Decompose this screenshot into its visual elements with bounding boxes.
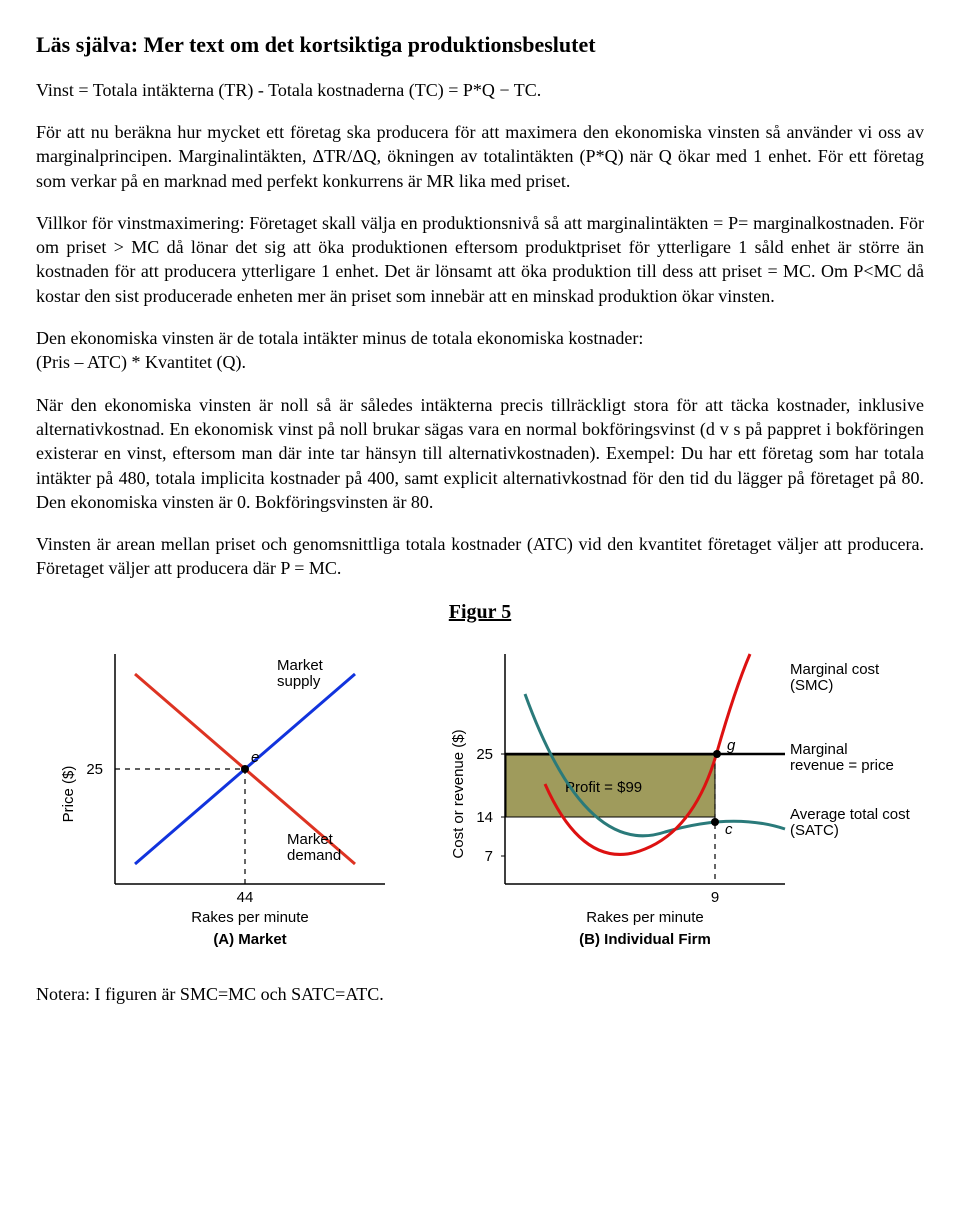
- figure-title: Figur 5: [36, 599, 924, 626]
- paragraph-condition: Villkor för vinstmaximering: Företaget s…: [36, 211, 924, 308]
- chartA-title: (A) Market: [213, 931, 286, 948]
- figure-footnote: Notera: I figuren är SMC=MC och SATC=ATC…: [36, 982, 924, 1006]
- chartB-c-label: c: [725, 821, 733, 838]
- chartA-y-tick: 25: [86, 761, 103, 778]
- chartB-mr-label: Marginal revenue = price: [790, 741, 894, 774]
- paragraph-zero-profit: När den ekonomiska vinsten är noll så är…: [36, 393, 924, 514]
- chartA-demand-label: Market demand: [287, 831, 341, 864]
- paragraph-equation: Vinst = Totala intäkterna (TR) - Totala …: [36, 78, 924, 102]
- figure-row: Price ($) Market supply Market demand e …: [36, 634, 924, 954]
- chartB-x-label: Rakes per minute: [586, 909, 704, 926]
- paragraph-mr: För att nu beräkna hur mycket ett företa…: [36, 120, 924, 193]
- chart-market: Price ($) Market supply Market demand e …: [45, 634, 425, 954]
- chartA-supply-label: Market supply: [277, 657, 327, 690]
- chartB-y-label: Cost or revenue ($): [450, 729, 467, 858]
- chartB-g-label: g: [727, 737, 736, 754]
- chart-firm: Cost or revenue ($) Profit = $99 g c 25 …: [435, 634, 915, 954]
- chartB-ytick-25: 25: [476, 746, 493, 763]
- chartA-x-label: Rakes per minute: [191, 909, 309, 926]
- paragraph-area: Vinsten är arean mellan priset och genom…: [36, 532, 924, 581]
- chartB-ytick-7: 7: [485, 848, 493, 865]
- chartB-atc-label: Average total cost (SATC): [790, 806, 914, 839]
- profit-def-line2: (Pris – ATC) * Kvantitet (Q).: [36, 352, 246, 372]
- page-heading: Läs själva: Mer text om det kortsiktiga …: [36, 30, 924, 60]
- chartB-x-tick: 9: [711, 889, 719, 906]
- chartA-x-tick: 44: [237, 889, 254, 906]
- chartA-y-label: Price ($): [60, 765, 77, 822]
- chartB-mc-label: Marginal cost (SMC): [790, 661, 883, 694]
- paragraph-profit-def: Den ekonomiska vinsten är de totala intä…: [36, 326, 924, 375]
- chartA-e-label: e: [251, 749, 259, 766]
- chartB-title: (B) Individual Firm: [579, 931, 711, 948]
- profit-def-line1: Den ekonomiska vinsten är de totala intä…: [36, 328, 643, 348]
- chartB-ytick-14: 14: [476, 809, 493, 826]
